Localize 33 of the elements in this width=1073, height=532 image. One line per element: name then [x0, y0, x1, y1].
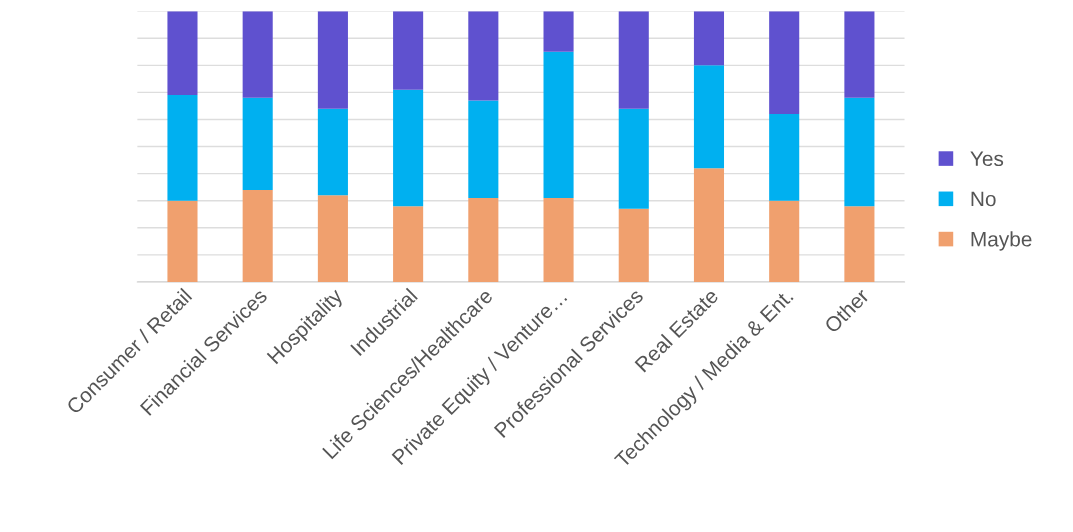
bar	[167, 200, 198, 282]
bar	[468, 100, 499, 199]
bar	[242, 11, 273, 98]
bar	[769, 11, 800, 115]
bar	[618, 108, 649, 209]
bar	[844, 97, 875, 207]
bar	[769, 114, 800, 201]
bar	[693, 11, 725, 66]
bar	[844, 206, 875, 282]
bar	[769, 200, 800, 282]
bar	[693, 168, 725, 282]
bar	[242, 189, 273, 282]
bar	[317, 195, 348, 282]
bar	[393, 11, 424, 90]
bar	[167, 95, 198, 201]
bar	[468, 198, 499, 282]
legend-label: Maybe	[971, 231, 1032, 251]
bar	[242, 97, 273, 190]
bar	[393, 89, 424, 207]
bar	[543, 11, 574, 52]
bar	[543, 198, 574, 282]
bar	[167, 11, 198, 96]
legend-label: No	[971, 191, 996, 207]
bar	[844, 11, 875, 98]
bar	[317, 108, 348, 196]
bar	[693, 65, 725, 169]
bar	[543, 51, 574, 199]
bar	[618, 11, 649, 109]
legend-label: Yes	[970, 151, 1004, 167]
bar	[468, 11, 499, 101]
bar	[393, 206, 424, 282]
bar	[317, 11, 348, 109]
bar	[618, 208, 649, 282]
